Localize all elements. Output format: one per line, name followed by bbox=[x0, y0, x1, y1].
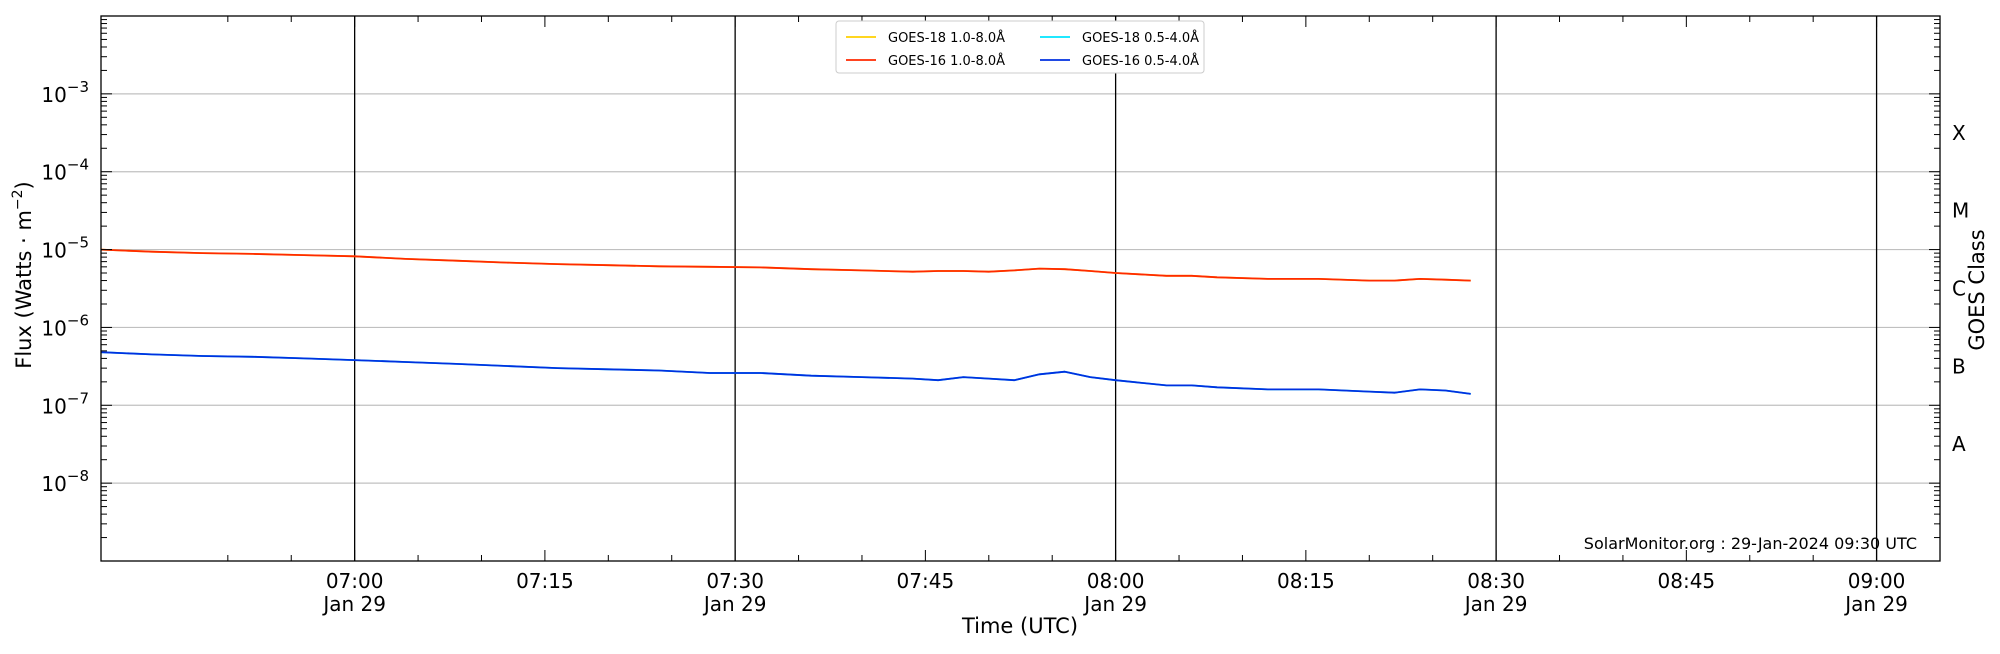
x-tick-label: 08:45 bbox=[1658, 569, 1716, 593]
legend: GOES-18 1.0-8.0Å GOES-16 1.0-8.0Å GOES-18 … bbox=[835, 20, 1205, 74]
day-hour-lines bbox=[354, 16, 1878, 561]
legend-label: GOES-18 1.0-8.0Å bbox=[888, 30, 1005, 46]
y-tick-base: 10 bbox=[41, 394, 66, 418]
x-tick-date: Jan 29 bbox=[1082, 592, 1147, 616]
legend-label: GOES-16 1.0-8.0Å bbox=[888, 53, 1005, 69]
x-tick-date: Jan 29 bbox=[702, 592, 767, 616]
x-tick-label: 08:15 bbox=[1277, 569, 1335, 593]
y-axis-label-text: Flux (Watts · m bbox=[12, 210, 36, 369]
y-axis-label-exponent: −2 bbox=[10, 189, 26, 210]
y-tick-exponent: −6 bbox=[67, 311, 89, 329]
y-tick-exponent: −5 bbox=[67, 234, 89, 252]
series-lines bbox=[100, 248, 1471, 395]
series-line bbox=[100, 351, 1471, 395]
axis-ticks bbox=[101, 16, 1940, 562]
y-tick-exponent: −4 bbox=[67, 156, 89, 174]
svg-text:GOES Class: GOES Class bbox=[1965, 229, 1989, 350]
grid-lines bbox=[101, 93, 1940, 484]
y-tick-exponent: −3 bbox=[67, 78, 89, 96]
credit-text: SolarMonitor.org : 29-Jan-2024 09:30 UTC bbox=[1584, 534, 1917, 553]
x-tick-label: 07:30 bbox=[706, 569, 764, 593]
legend-box bbox=[835, 20, 1205, 74]
series-line bbox=[100, 248, 1471, 282]
x-tick-label: 07:45 bbox=[897, 569, 955, 593]
y-tick-exponent: −7 bbox=[67, 389, 89, 407]
legend-label: GOES-16 0.5-4.0Å bbox=[1082, 53, 1199, 69]
x-tick-date: Jan 29 bbox=[321, 592, 386, 616]
y-tick-base: 10 bbox=[41, 83, 66, 107]
y-tick-label: 10−4 bbox=[41, 156, 89, 185]
svg-text:Flux (Watts · m−2): Flux (Watts · m−2) bbox=[10, 181, 36, 369]
x-axis-label: Time (UTC) bbox=[961, 614, 1078, 638]
goes-class-label: M bbox=[1952, 199, 1969, 223]
series-line bbox=[100, 248, 1471, 282]
plot-frame bbox=[100, 15, 1941, 562]
right-axis-label: GOES Class bbox=[1965, 229, 1989, 350]
x-tick-label: 09:00 bbox=[1848, 569, 1906, 593]
x-tick-date: Jan 29 bbox=[1843, 592, 1908, 616]
x-tick-label: 07:00 bbox=[326, 569, 384, 593]
goes-class-label: C bbox=[1952, 277, 1966, 301]
y-tick-label: 10−6 bbox=[41, 311, 89, 340]
y-tick-base: 10 bbox=[41, 239, 66, 263]
x-tick-date: Jan 29 bbox=[1463, 592, 1528, 616]
y-axis-label-close: ) bbox=[12, 181, 36, 189]
y-axis-label: Flux (Watts · m−2) bbox=[10, 181, 36, 369]
y-tick-label: 10−7 bbox=[41, 389, 89, 418]
y-tick-base: 10 bbox=[41, 316, 66, 340]
x-tick-label: 08:30 bbox=[1467, 569, 1525, 593]
y-tick-exponent: −8 bbox=[67, 467, 89, 485]
goes-class-label: A bbox=[1952, 432, 1966, 456]
y-tick-base: 10 bbox=[41, 472, 66, 496]
x-tick-label: 08:00 bbox=[1087, 569, 1145, 593]
y-tick-label: 10−8 bbox=[41, 467, 89, 496]
y-tick-label: 10−5 bbox=[41, 234, 89, 263]
x-tick-label: 07:15 bbox=[516, 569, 574, 593]
goes-class-label: B bbox=[1952, 354, 1966, 378]
y-tick-base: 10 bbox=[41, 161, 66, 185]
legend-label: GOES-18 0.5-4.0Å bbox=[1082, 30, 1199, 46]
goes-class-label: X bbox=[1952, 121, 1966, 145]
y-tick-label: 10−3 bbox=[41, 78, 89, 107]
